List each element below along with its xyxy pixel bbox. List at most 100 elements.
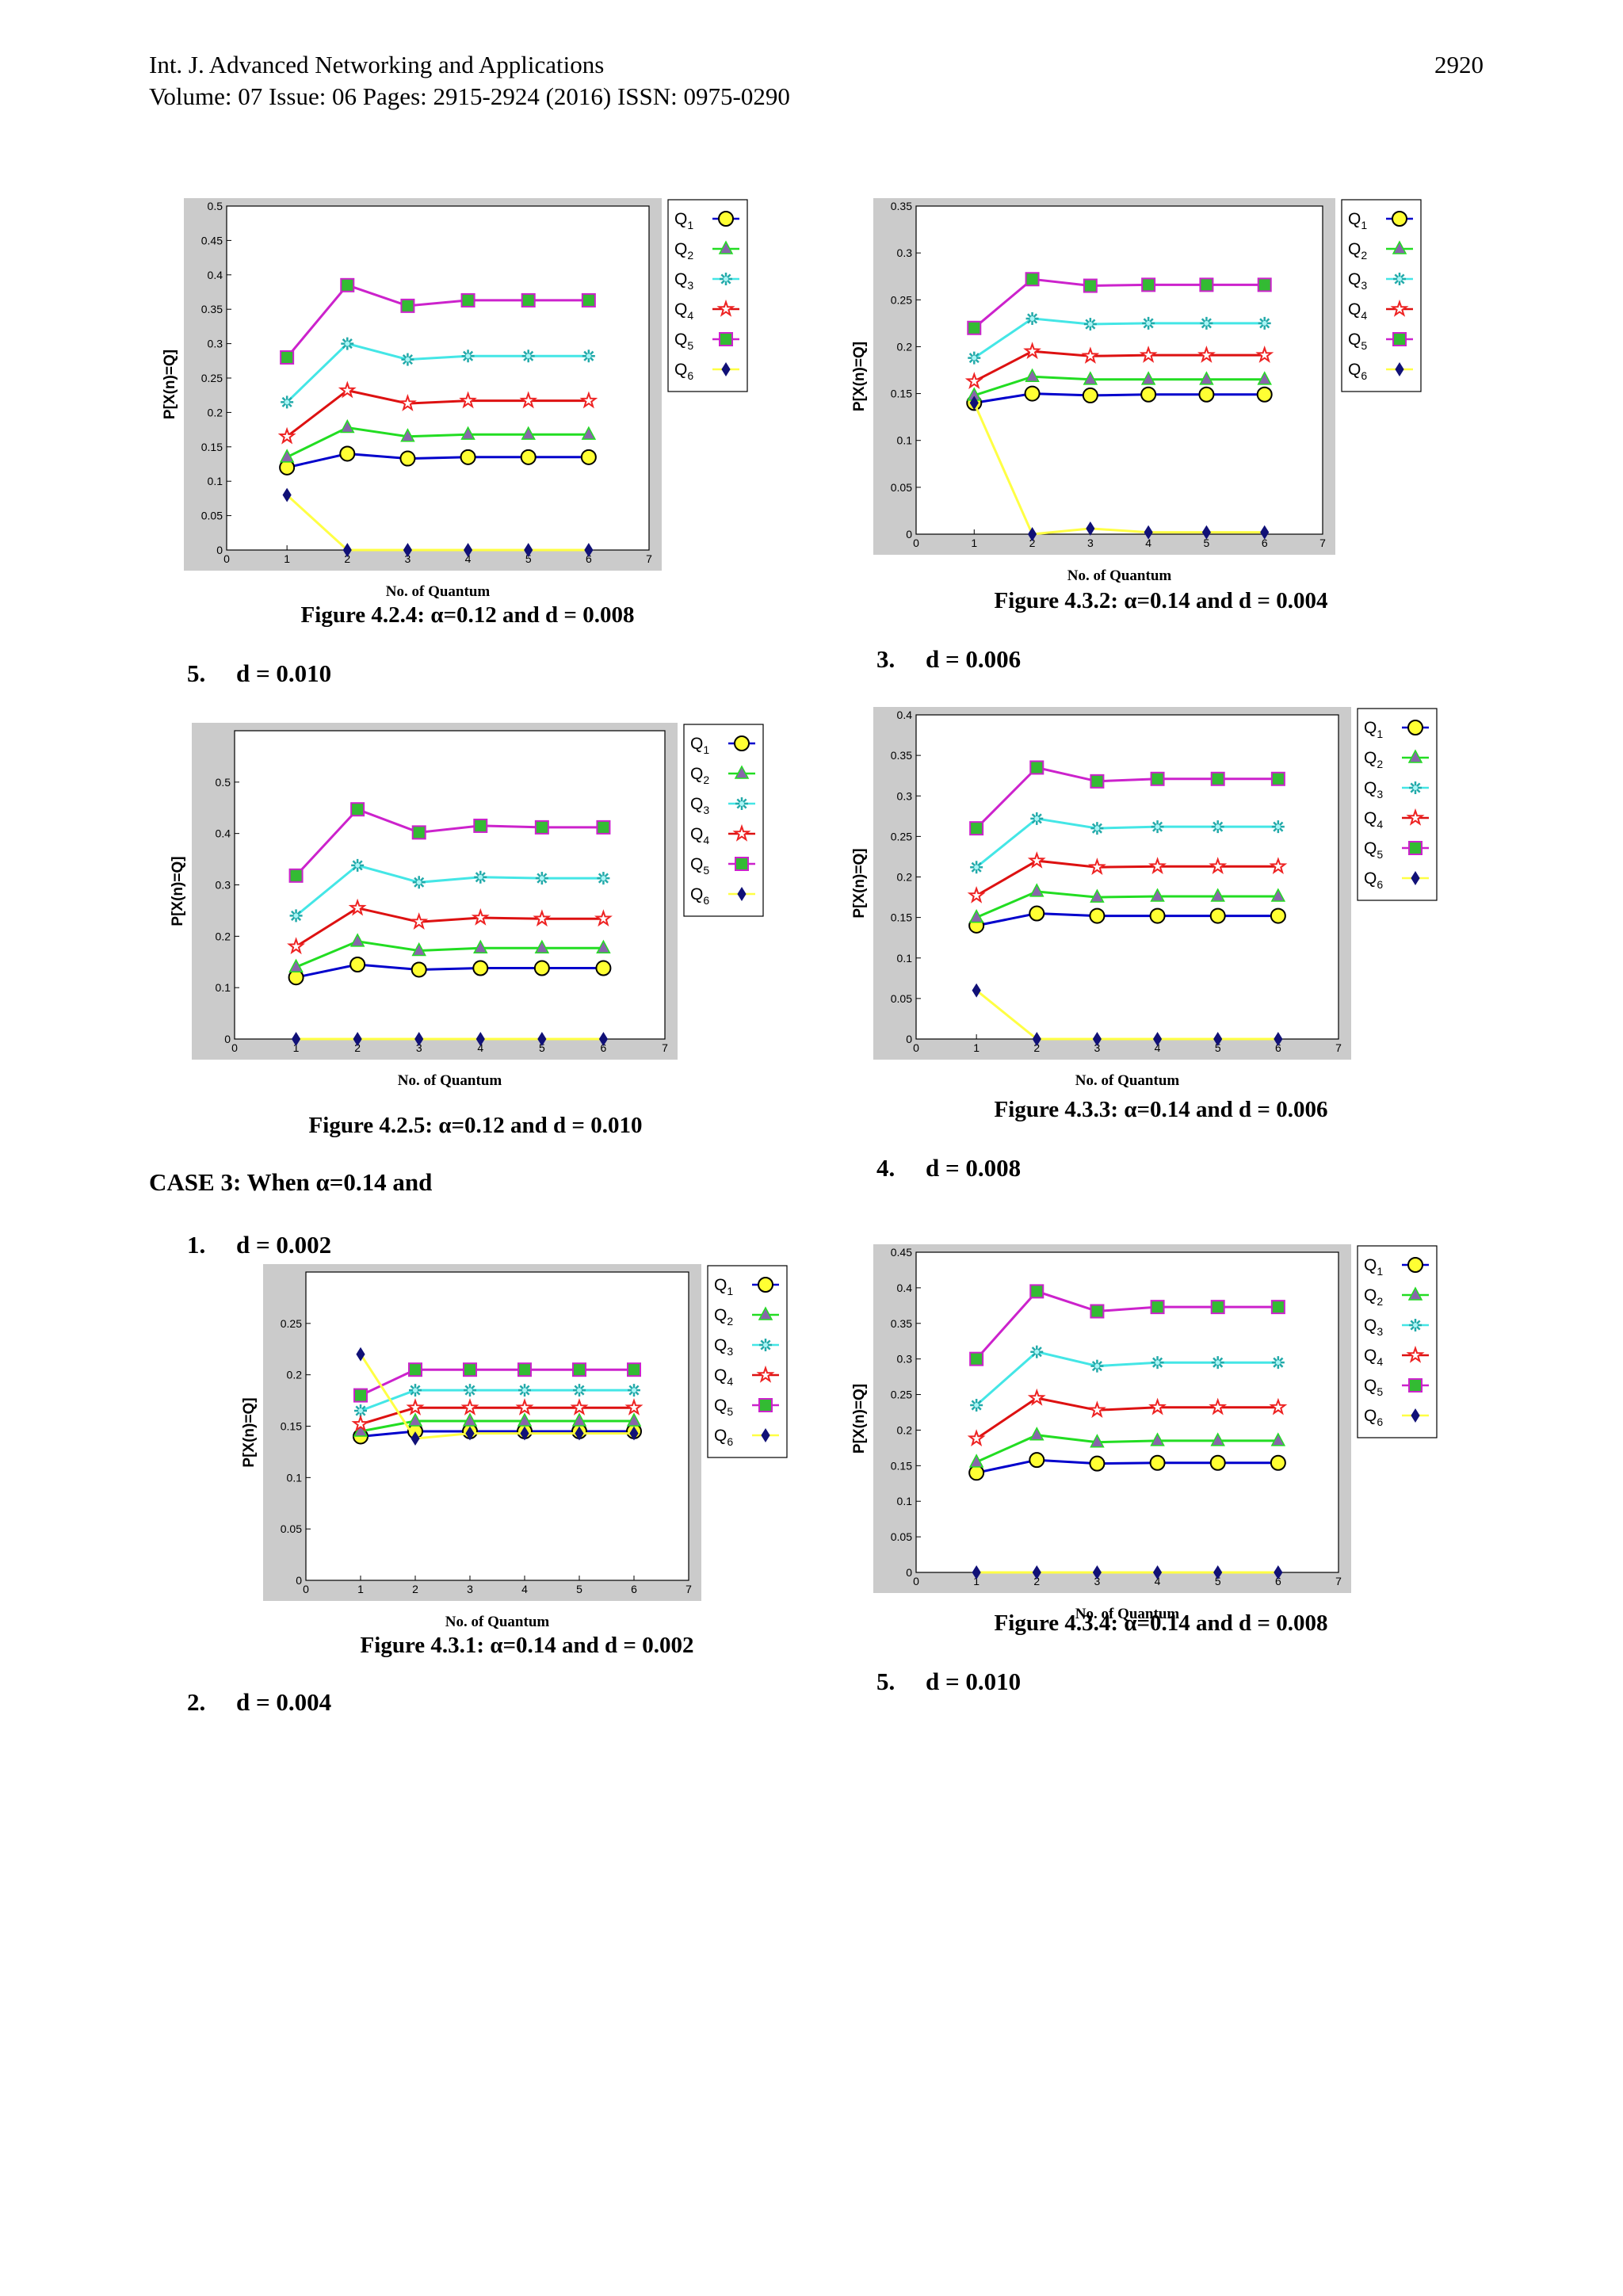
y-tick-label: 0.05	[891, 992, 912, 1005]
y-tick-label: 0	[906, 1566, 912, 1579]
legend-entry-label: Q4	[674, 300, 693, 322]
plot-area	[915, 1251, 1339, 1573]
x-tick-label: 3	[1094, 1041, 1101, 1054]
series-q1	[968, 1452, 1286, 1481]
data-point	[570, 1398, 589, 1415]
legend-entry-label: Q5	[674, 330, 693, 352]
legend-entry-label: Q4	[690, 825, 709, 846]
series-line	[976, 911, 1278, 927]
data-point	[537, 1032, 547, 1046]
data-point	[1090, 1359, 1104, 1373]
x-tick-label: 3	[1094, 1575, 1101, 1587]
data-point	[473, 818, 488, 833]
data-point	[353, 1388, 368, 1403]
plot-area	[226, 205, 650, 551]
data-point	[1210, 771, 1225, 786]
data-point	[277, 426, 296, 445]
series-line	[974, 392, 1265, 404]
data-point	[280, 350, 295, 365]
f434-svg: 0 0.05 0.1 0.15 0.2 0.25 0.3 0.35 0.4 0.45 0 1 2 3 4 5 6…	[851, 1244, 1438, 1622]
y-tick-label: 0.1	[897, 952, 913, 965]
data-point	[626, 1412, 642, 1427]
x-tick-label: 2	[1029, 537, 1036, 549]
series-q3	[289, 858, 610, 923]
data-point	[533, 960, 550, 976]
legend-entry-label: Q4	[1364, 809, 1383, 831]
data-point	[1210, 1432, 1225, 1446]
x-axis-label: No. of Quantum	[1075, 1606, 1180, 1622]
data-point	[1257, 277, 1272, 292]
legend-marker	[758, 1277, 773, 1293]
data-point	[1083, 371, 1098, 385]
y-tick-label: 0.25	[891, 1389, 912, 1401]
y-tick-label: 0.5	[208, 200, 223, 212]
data-point	[1211, 1356, 1224, 1370]
data-point	[534, 819, 549, 835]
data-point	[289, 909, 303, 923]
x-tick-label: 4	[521, 1583, 528, 1595]
y-tick-label: 0.05	[201, 510, 223, 522]
heading-d-0-004: 2. d = 0.004	[187, 1688, 332, 1716]
legend-marker	[734, 735, 750, 751]
data-point	[341, 337, 354, 350]
data-point	[1088, 858, 1106, 875]
data-point	[1149, 907, 1166, 924]
legend-entry-label: Q2	[690, 765, 709, 786]
legend	[667, 199, 748, 392]
legend-marker	[718, 211, 734, 227]
caption-figure-4-3-4: Figure 4.3.4: α=0.14 and d = 0.008	[994, 1610, 1328, 1636]
data-point	[409, 1384, 422, 1397]
data-point	[353, 1032, 362, 1046]
data-point	[972, 1565, 981, 1580]
y-axis-label: P[X(n)=Q]	[851, 1384, 868, 1454]
legend-entry-label: Q3	[690, 795, 709, 816]
data-point	[464, 1384, 476, 1397]
legend-entry-label: Q2	[1364, 1286, 1383, 1308]
data-point	[519, 391, 538, 409]
legend-marker	[1395, 362, 1404, 376]
data-point	[584, 543, 594, 557]
data-point	[460, 292, 475, 308]
figure-4-3-3: 0 0.05 0.1 0.15 0.2 0.25 0.3 0.35 0.4 0 1 2 3 4 5 6 7 No.…	[848, 703, 1466, 1091]
data-point	[1025, 272, 1040, 287]
data-point	[520, 449, 537, 465]
series-q3	[970, 1345, 1285, 1412]
legend-marker	[732, 823, 751, 842]
data-point	[598, 1032, 609, 1046]
legend-marker	[735, 797, 748, 810]
data-point	[521, 350, 535, 363]
legend-entry-label: Q5	[1364, 1377, 1383, 1398]
data-point	[1209, 1454, 1226, 1471]
legend-marker	[1409, 1319, 1422, 1331]
y-tick-label: 0.45	[201, 234, 223, 246]
legend-marker	[759, 1339, 772, 1351]
x-tick-label: 0	[913, 1575, 919, 1587]
y-tick-label: 0.2	[287, 1369, 303, 1381]
y-tick-label: 0.25	[891, 830, 912, 842]
data-point	[968, 351, 981, 365]
data-point	[1144, 525, 1153, 540]
series-q6	[291, 1032, 609, 1046]
x-tick-label: 2	[412, 1583, 418, 1595]
y-tick-label: 0.2	[897, 340, 913, 353]
data-point	[629, 1426, 639, 1441]
data-point	[1150, 1432, 1165, 1446]
series-line	[976, 890, 1278, 919]
data-point	[1029, 1452, 1045, 1469]
data-point	[967, 1429, 986, 1446]
data-point	[1082, 387, 1098, 403]
data-point	[1148, 857, 1167, 874]
legend-entry-label: Q5	[1364, 839, 1383, 861]
data-point	[473, 939, 488, 953]
data-point	[460, 426, 475, 440]
data-point	[411, 961, 427, 978]
series-line	[976, 1350, 1278, 1407]
data-point	[356, 1347, 365, 1362]
y-axis-label: P[X(n)=Q]	[162, 350, 178, 419]
data-point	[969, 821, 984, 836]
y-tick-label: 0.15	[891, 1459, 912, 1472]
x-tick-label: 5	[576, 1583, 582, 1595]
data-point	[1025, 368, 1040, 383]
data-point	[1269, 1397, 1288, 1415]
legend-entry-label: Q3	[1364, 1316, 1383, 1338]
